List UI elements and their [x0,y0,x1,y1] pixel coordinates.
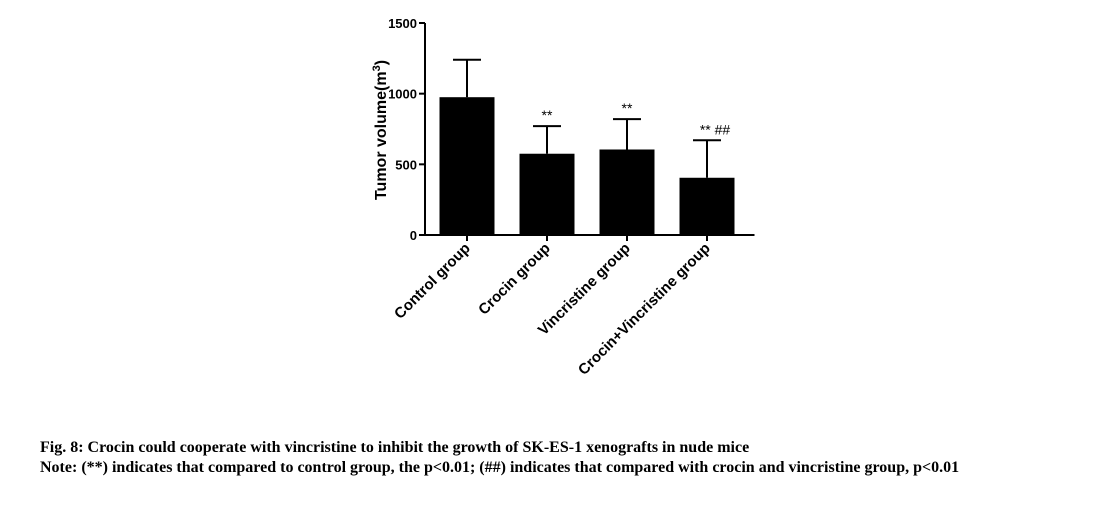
significance-label: ** [542,107,553,123]
y-tick-label: 1000 [388,87,417,102]
y-tick-label: 500 [395,157,417,172]
figure-caption-note: Note: (**) indicates that compared to co… [40,459,960,476]
y-tick-label: 1500 [388,16,417,31]
bar [439,97,495,235]
x-axis [425,234,755,241]
significance-markers: ** ** ** ## [542,100,731,137]
bar [599,149,655,235]
y-axis: 0 500 1000 1500 [388,16,426,243]
y-axis-label: Tumor volume(m3) [371,60,390,200]
error-bars [453,58,721,178]
figure-caption-title: Fig. 8: Crocin could cooperate with vinc… [40,439,750,456]
y-tick-label: 0 [410,228,417,243]
bar [679,177,735,235]
category-label: Crocin+Vincristine group [575,240,714,379]
category-label: Crocin group [475,240,554,319]
bars [439,97,735,235]
significance-label: ** ## [700,121,731,137]
category-label: Control group [391,240,474,323]
bar [519,153,575,235]
significance-label: ** [622,100,633,116]
